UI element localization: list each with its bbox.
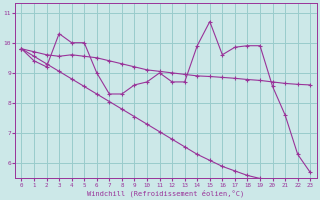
X-axis label: Windchill (Refroidissement éolien,°C): Windchill (Refroidissement éolien,°C) [87,189,244,197]
